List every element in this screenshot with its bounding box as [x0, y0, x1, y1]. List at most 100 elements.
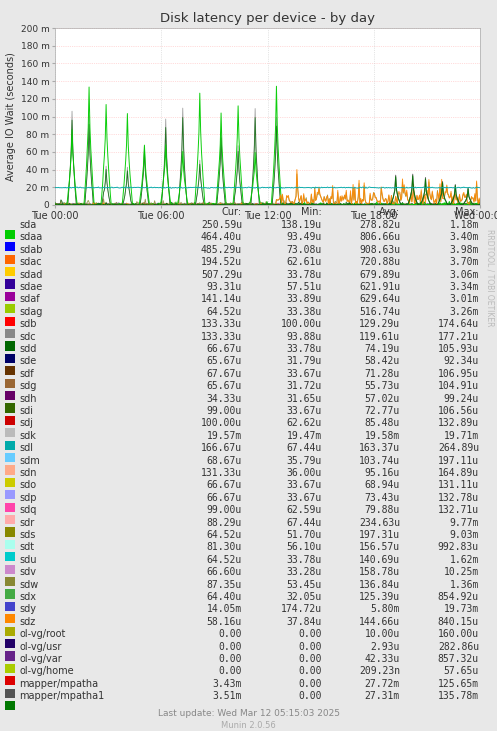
Text: 9.03m: 9.03m — [450, 530, 479, 540]
Text: 19.73m: 19.73m — [444, 605, 479, 614]
Y-axis label: Average IO Wait (seconds): Average IO Wait (seconds) — [6, 52, 16, 181]
Text: 79.88u: 79.88u — [365, 505, 400, 515]
Text: 14.05m: 14.05m — [207, 605, 242, 614]
Text: 99.00u: 99.00u — [207, 406, 242, 416]
Text: 81.30u: 81.30u — [207, 542, 242, 553]
Text: 507.29u: 507.29u — [201, 270, 242, 279]
Text: sds: sds — [19, 530, 35, 540]
Text: 0.00: 0.00 — [299, 667, 322, 676]
Text: sdj: sdj — [19, 418, 33, 428]
Text: 10.25m: 10.25m — [444, 567, 479, 577]
Text: 51.70u: 51.70u — [287, 530, 322, 540]
Text: 0.00: 0.00 — [299, 642, 322, 651]
Text: 197.11u: 197.11u — [438, 455, 479, 466]
Text: 66.67u: 66.67u — [207, 344, 242, 354]
Text: 93.88u: 93.88u — [287, 332, 322, 341]
Text: 64.52u: 64.52u — [207, 555, 242, 565]
Text: 33.89u: 33.89u — [287, 295, 322, 304]
Text: 806.66u: 806.66u — [359, 232, 400, 243]
Text: 516.74u: 516.74u — [359, 307, 400, 317]
Text: 158.78u: 158.78u — [359, 567, 400, 577]
Text: 57.51u: 57.51u — [287, 282, 322, 292]
Text: 33.28u: 33.28u — [287, 567, 322, 577]
Text: 194.52u: 194.52u — [201, 257, 242, 268]
Text: 93.49u: 93.49u — [287, 232, 322, 243]
Text: 3.70m: 3.70m — [450, 257, 479, 268]
Text: 27.72m: 27.72m — [365, 679, 400, 689]
Text: 62.61u: 62.61u — [287, 257, 322, 268]
Text: 0.00: 0.00 — [219, 654, 242, 664]
Text: 62.59u: 62.59u — [287, 505, 322, 515]
Text: 3.40m: 3.40m — [450, 232, 479, 243]
Text: 92.34u: 92.34u — [444, 357, 479, 366]
Text: Max:: Max: — [455, 207, 479, 217]
Text: 68.67u: 68.67u — [207, 455, 242, 466]
Text: ol-vg/var: ol-vg/var — [19, 654, 62, 664]
Text: sdr: sdr — [19, 518, 34, 528]
Text: 125.65m: 125.65m — [438, 679, 479, 689]
Text: 100.00u: 100.00u — [281, 319, 322, 329]
Text: sdd: sdd — [19, 344, 36, 354]
Text: 35.79u: 35.79u — [287, 455, 322, 466]
Text: 160.00u: 160.00u — [438, 629, 479, 639]
Text: 125.39u: 125.39u — [359, 592, 400, 602]
Text: 1.62m: 1.62m — [450, 555, 479, 565]
Text: 3.43m: 3.43m — [213, 679, 242, 689]
Text: 74.19u: 74.19u — [365, 344, 400, 354]
Text: 57.02u: 57.02u — [365, 393, 400, 404]
Text: sdae: sdae — [19, 282, 42, 292]
Text: sdab: sdab — [19, 245, 43, 255]
Text: 103.74u: 103.74u — [359, 455, 400, 466]
Text: 2.93u: 2.93u — [371, 642, 400, 651]
Text: 164.89u: 164.89u — [438, 468, 479, 478]
Text: 3.06m: 3.06m — [450, 270, 479, 279]
Text: 99.00u: 99.00u — [207, 505, 242, 515]
Text: 31.72u: 31.72u — [287, 381, 322, 391]
Text: 1.36m: 1.36m — [450, 580, 479, 590]
Text: 129.29u: 129.29u — [359, 319, 400, 329]
Text: 33.78u: 33.78u — [287, 555, 322, 565]
Text: 3.34m: 3.34m — [450, 282, 479, 292]
Text: 857.32u: 857.32u — [438, 654, 479, 664]
Text: 67.67u: 67.67u — [207, 369, 242, 379]
Text: 85.48u: 85.48u — [365, 418, 400, 428]
Text: 908.63u: 908.63u — [359, 245, 400, 255]
Text: 138.19u: 138.19u — [281, 220, 322, 230]
Text: 485.29u: 485.29u — [201, 245, 242, 255]
Text: 166.67u: 166.67u — [201, 443, 242, 453]
Text: 840.15u: 840.15u — [438, 617, 479, 626]
Text: 31.65u: 31.65u — [287, 393, 322, 404]
Text: sdn: sdn — [19, 468, 36, 478]
Text: 854.92u: 854.92u — [438, 592, 479, 602]
Text: 32.05u: 32.05u — [287, 592, 322, 602]
Text: sdq: sdq — [19, 505, 36, 515]
Text: 135.78m: 135.78m — [438, 692, 479, 701]
Text: 93.31u: 93.31u — [207, 282, 242, 292]
Text: 64.40u: 64.40u — [207, 592, 242, 602]
Text: 71.28u: 71.28u — [365, 369, 400, 379]
Text: 140.69u: 140.69u — [359, 555, 400, 565]
Text: sdf: sdf — [19, 369, 34, 379]
Text: 992.83u: 992.83u — [438, 542, 479, 553]
Text: 57.65u: 57.65u — [444, 667, 479, 676]
Text: mapper/mpatha: mapper/mpatha — [19, 679, 98, 689]
Text: 197.31u: 197.31u — [359, 530, 400, 540]
Text: 106.56u: 106.56u — [438, 406, 479, 416]
Text: 27.31m: 27.31m — [365, 692, 400, 701]
Text: sdv: sdv — [19, 567, 36, 577]
Text: 58.42u: 58.42u — [365, 357, 400, 366]
Text: 133.33u: 133.33u — [201, 332, 242, 341]
Text: sdg: sdg — [19, 381, 36, 391]
Text: sdh: sdh — [19, 393, 36, 404]
Text: sdaa: sdaa — [19, 232, 42, 243]
Title: Disk latency per device - by day: Disk latency per device - by day — [160, 12, 375, 26]
Text: 163.37u: 163.37u — [359, 443, 400, 453]
Text: 621.91u: 621.91u — [359, 282, 400, 292]
Text: 679.89u: 679.89u — [359, 270, 400, 279]
Text: 119.61u: 119.61u — [359, 332, 400, 341]
Text: 100.00u: 100.00u — [201, 418, 242, 428]
Text: 0.00: 0.00 — [299, 654, 322, 664]
Text: 72.77u: 72.77u — [365, 406, 400, 416]
Text: sdac: sdac — [19, 257, 42, 268]
Text: 95.16u: 95.16u — [365, 468, 400, 478]
